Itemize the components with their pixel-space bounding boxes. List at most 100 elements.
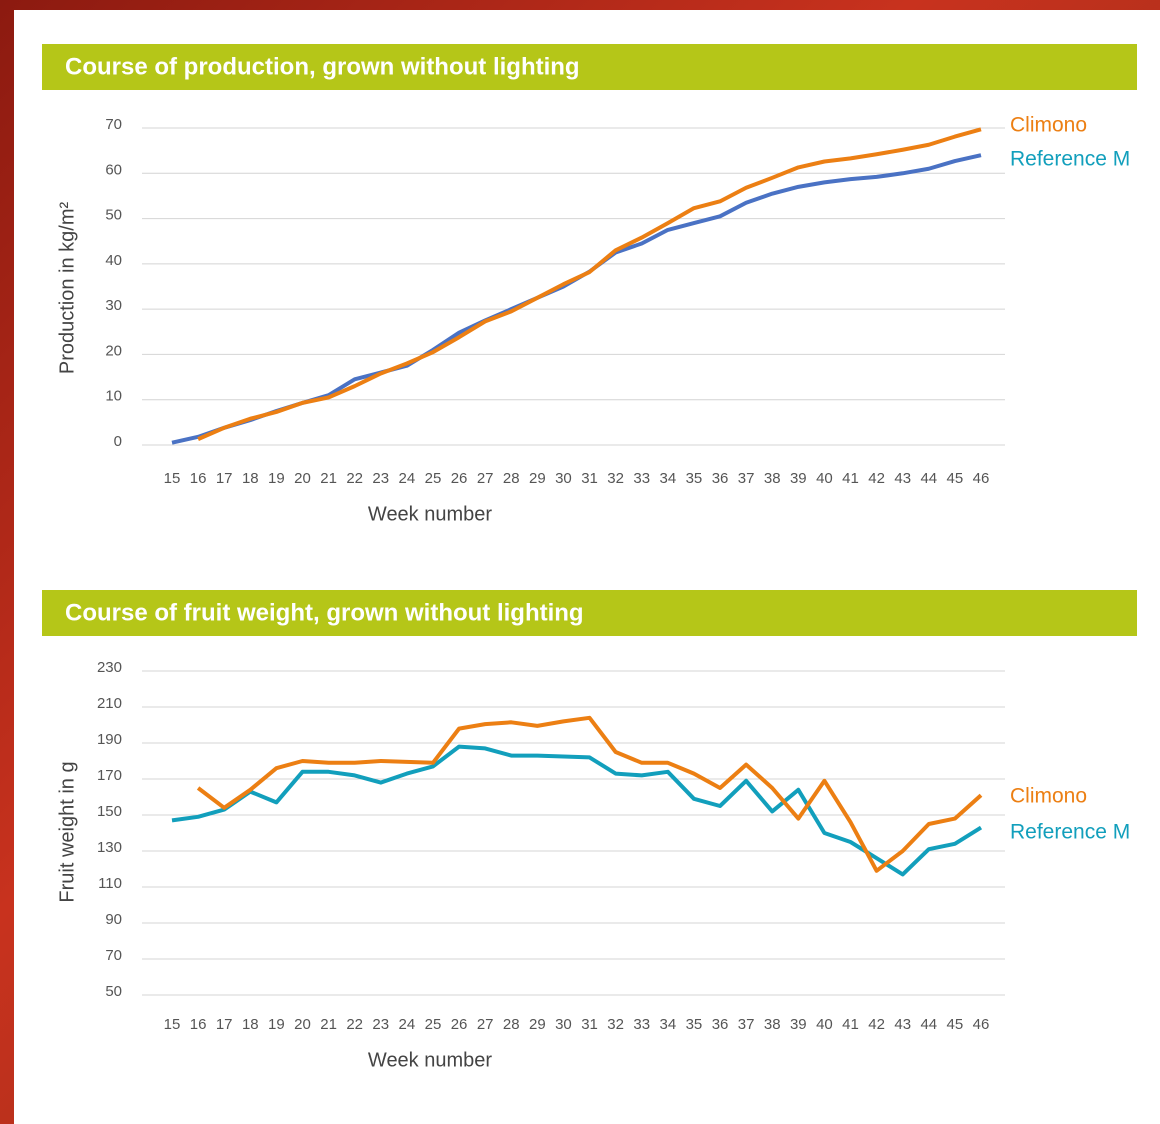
x-tick-label: 45 <box>947 1016 964 1033</box>
y-tick-label: 70 <box>105 947 122 964</box>
x-tick-label: 39 <box>790 470 807 487</box>
y-tick-label: 30 <box>105 297 122 314</box>
x-tick-label: 37 <box>738 1016 755 1033</box>
title-bar <box>42 44 1137 90</box>
x-tick-label: 45 <box>947 470 964 487</box>
x-tick-label: 26 <box>451 1016 468 1033</box>
x-tick-label: 28 <box>503 1016 520 1033</box>
x-tick-label: 38 <box>764 470 781 487</box>
x-tick-label: 33 <box>633 1016 650 1033</box>
x-tick-label: 24 <box>399 1016 416 1033</box>
legend-label: Reference M <box>1010 821 1130 844</box>
x-tick-label: 16 <box>190 1016 207 1033</box>
x-tick-label: 27 <box>477 1016 494 1033</box>
series-line <box>196 715 983 873</box>
x-tick-label: 31 <box>581 1016 598 1033</box>
x-tick-label: 43 <box>894 1016 911 1033</box>
x-tick-label: 21 <box>320 470 337 487</box>
x-tick-label: 30 <box>555 470 572 487</box>
x-tick-label: 20 <box>294 470 311 487</box>
x-tick-label: 44 <box>920 1016 937 1033</box>
y-tick-label: 40 <box>105 252 122 269</box>
y-tick-label: 0 <box>114 433 122 450</box>
series-line <box>197 127 982 441</box>
y-tick-label: 230 <box>97 659 122 676</box>
y-tick-label: 50 <box>105 983 122 1000</box>
y-tick-label: 10 <box>105 388 122 405</box>
x-tick-label: 32 <box>607 470 624 487</box>
x-tick-label: 25 <box>425 470 442 487</box>
x-tick-label: 46 <box>973 470 990 487</box>
y-tick-label: 20 <box>105 342 122 359</box>
legend-label: Climono <box>1010 785 1087 808</box>
x-tick-label: 17 <box>216 1016 233 1033</box>
y-tick-label: 90 <box>105 911 122 928</box>
x-tick-label: 22 <box>346 1016 363 1033</box>
x-tick-label: 35 <box>686 1016 703 1033</box>
x-tick-label: 37 <box>738 470 755 487</box>
y-axis-label: Fruit weight in g <box>56 761 78 902</box>
x-tick-label: 24 <box>399 470 416 487</box>
x-axis-label: Week number <box>368 503 492 525</box>
panel <box>14 10 1160 1124</box>
y-tick-label: 50 <box>105 207 122 224</box>
chart-title: Course of production, grown without ligh… <box>65 53 580 80</box>
y-tick-label: 60 <box>105 161 122 178</box>
x-tick-label: 40 <box>816 470 833 487</box>
title-bar <box>42 590 1137 636</box>
x-tick-label: 38 <box>764 1016 781 1033</box>
x-tick-label: 23 <box>372 470 389 487</box>
x-tick-label: 46 <box>973 1016 990 1033</box>
y-tick-label: 150 <box>97 803 122 820</box>
x-tick-label: 15 <box>164 470 181 487</box>
x-tick-label: 44 <box>920 470 937 487</box>
x-tick-label: 41 <box>842 470 859 487</box>
x-tick-label: 29 <box>529 470 546 487</box>
x-tick-label: 36 <box>712 470 729 487</box>
x-axis-label: Week number <box>368 1049 492 1071</box>
x-tick-label: 19 <box>268 470 285 487</box>
x-tick-label: 34 <box>659 470 676 487</box>
x-tick-label: 31 <box>581 470 598 487</box>
x-tick-label: 26 <box>451 470 468 487</box>
x-tick-label: 39 <box>790 1016 807 1033</box>
x-tick-label: 43 <box>894 470 911 487</box>
x-tick-label: 16 <box>190 470 207 487</box>
chart-title: Course of fruit weight, grown without li… <box>65 599 584 626</box>
x-tick-label: 19 <box>268 1016 285 1033</box>
x-tick-label: 18 <box>242 1016 259 1033</box>
x-tick-label: 23 <box>372 1016 389 1033</box>
y-tick-label: 170 <box>97 767 122 784</box>
x-tick-label: 42 <box>868 1016 885 1033</box>
x-tick-label: 42 <box>868 470 885 487</box>
x-tick-label: 40 <box>816 1016 833 1033</box>
x-tick-label: 29 <box>529 1016 546 1033</box>
x-tick-label: 36 <box>712 1016 729 1033</box>
series-line <box>171 744 983 877</box>
x-tick-label: 15 <box>164 1016 181 1033</box>
x-tick-label: 32 <box>607 1016 624 1033</box>
x-tick-label: 28 <box>503 470 520 487</box>
y-tick-label: 110 <box>98 875 122 892</box>
y-tick-label: 130 <box>97 839 122 856</box>
x-tick-label: 27 <box>477 470 494 487</box>
x-tick-label: 22 <box>346 470 363 487</box>
x-tick-label: 21 <box>320 1016 337 1033</box>
x-tick-label: 25 <box>425 1016 442 1033</box>
legend-label: Reference M <box>1010 148 1130 171</box>
x-tick-label: 33 <box>633 470 650 487</box>
y-axis-label: Production in kg/m² <box>56 202 78 375</box>
x-tick-label: 34 <box>659 1016 676 1033</box>
x-tick-label: 41 <box>842 1016 859 1033</box>
y-tick-label: 190 <box>97 731 122 748</box>
x-tick-label: 30 <box>555 1016 572 1033</box>
y-tick-label: 210 <box>97 695 122 712</box>
y-tick-label: 70 <box>105 116 122 133</box>
x-tick-label: 17 <box>216 470 233 487</box>
x-tick-label: 18 <box>242 470 259 487</box>
x-tick-label: 20 <box>294 1016 311 1033</box>
x-tick-label: 35 <box>686 470 703 487</box>
legend-label: Climono <box>1010 114 1087 137</box>
